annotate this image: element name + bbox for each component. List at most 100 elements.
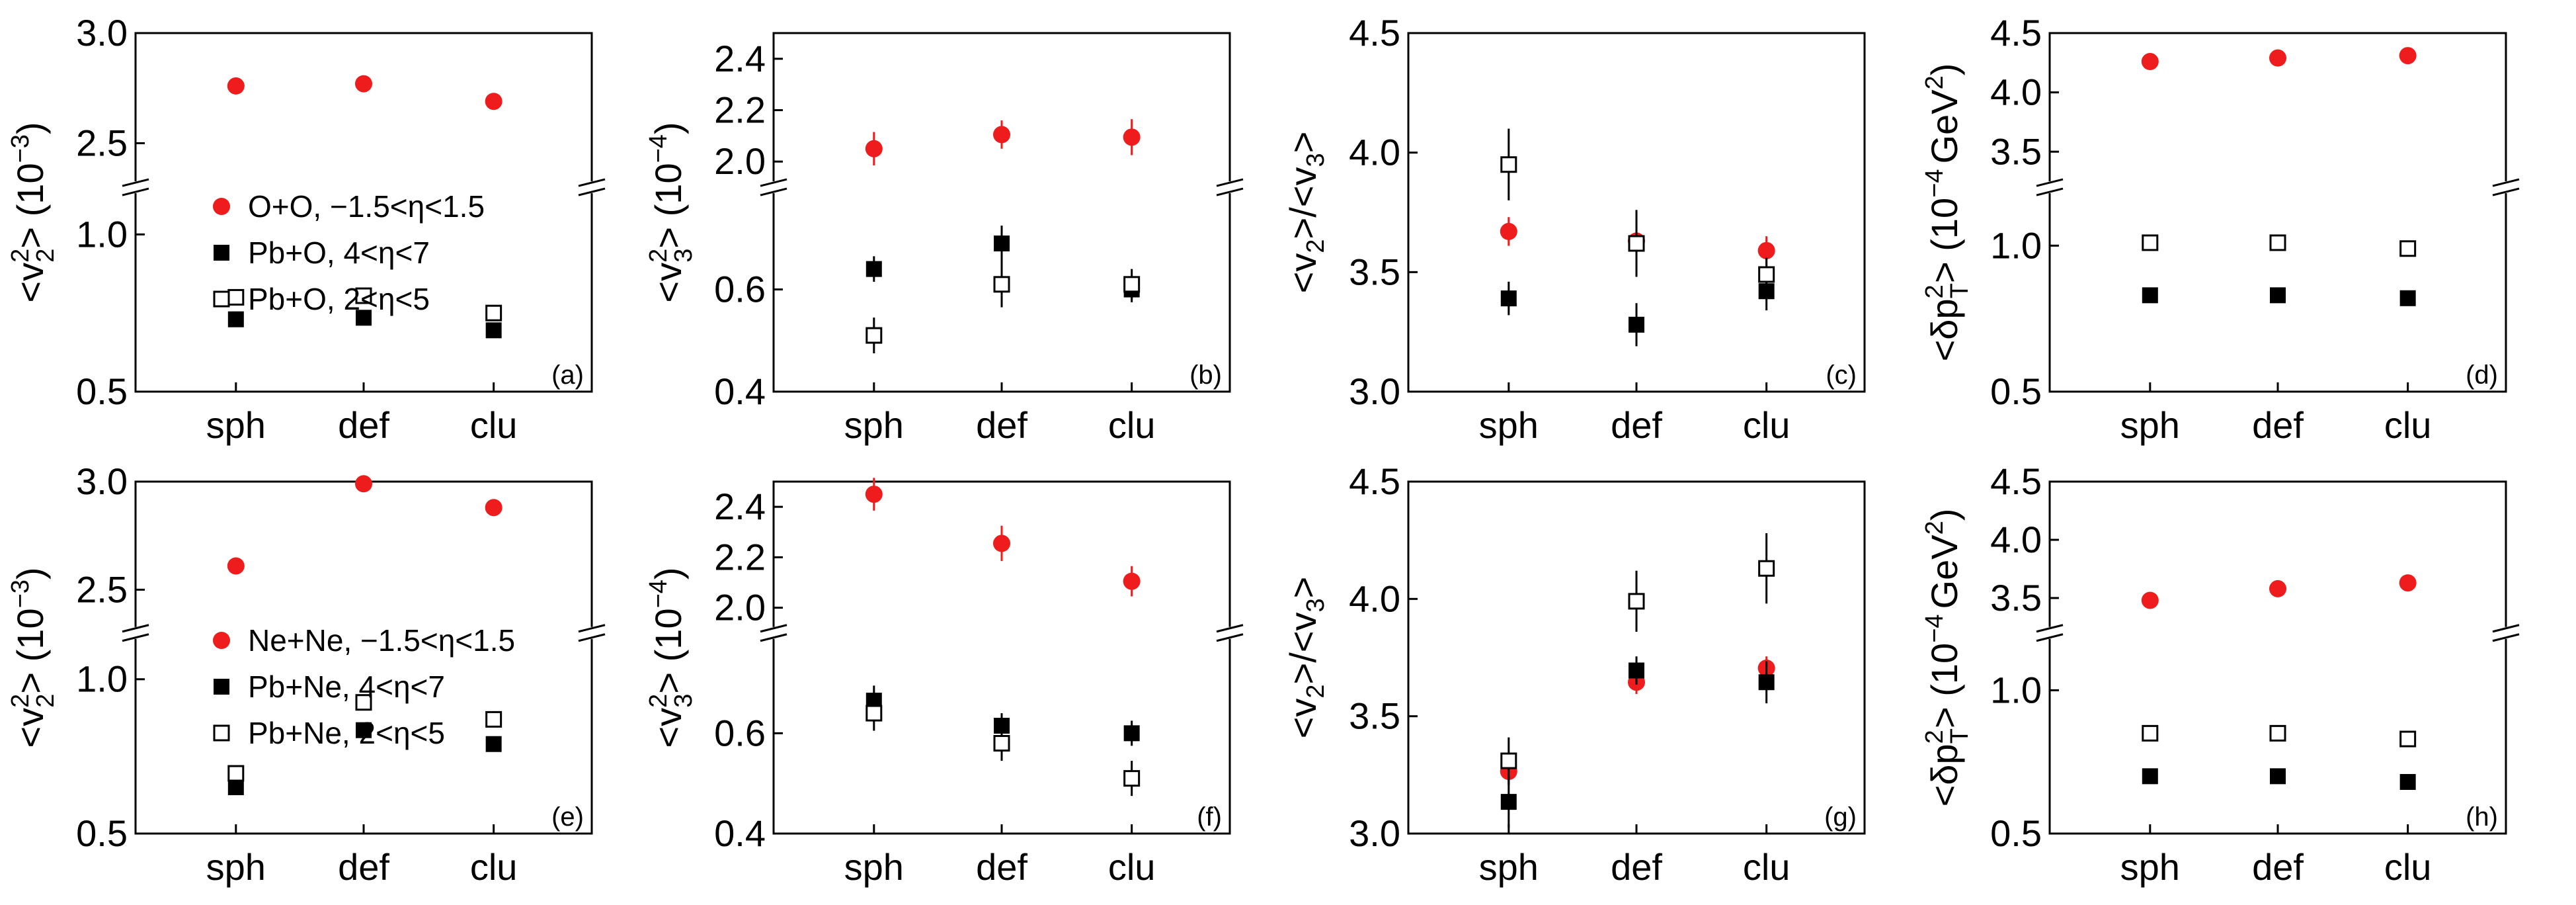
xtick-label-d-2: clu (2384, 404, 2432, 446)
xtick-label-a-1: def (338, 404, 389, 446)
ytick-label-b-0-1: 2.2 (714, 89, 766, 131)
panel-label-d: (d) (2466, 361, 2498, 390)
panel-c: 3.0 3.5 4.0 4.5 sph def clu (c) (1349, 12, 1866, 446)
panel-e: 2.5 3.0 0.5 1.0 sph def clu (e) Ne+Ne, −1.5<η<1.… (76, 460, 606, 888)
point-a-s1-0 (227, 311, 244, 327)
panel-label-f: (f) (1197, 802, 1222, 832)
legend-label-e-2: Pb+Ne, 2<η<5 (248, 716, 445, 750)
axis-break-mark-f-0a (760, 624, 787, 633)
ytick-label-h-1-1: 1.0 (1990, 669, 2042, 711)
ytick-label-h-0-1: 4.0 (1990, 519, 2042, 560)
ylabel-d: <δp2T> (10−4GeV2) (1921, 64, 1974, 362)
axis-break-mark-d-1b (2492, 187, 2520, 196)
legend-marker-a-1 (214, 245, 229, 261)
point-e-s0-0 (227, 557, 245, 575)
xtick-label-d-0: sph (2120, 404, 2180, 446)
point-f-s0-0 (865, 486, 883, 503)
point-g-s2-2 (1758, 560, 1775, 577)
point-g-s2-1 (1628, 593, 1645, 610)
legend-label-e-1: Pb+Ne, 4<η<7 (248, 669, 445, 704)
ytick-label-a-0-0: 2.5 (76, 122, 128, 163)
xtick-label-f-2: clu (1108, 846, 1156, 888)
point-h-s2-2 (2399, 730, 2417, 748)
point-d-s0-2 (2399, 47, 2417, 65)
ytick-label-c-0-3: 4.5 (1349, 12, 1400, 54)
xtick-label-g-2: clu (1743, 846, 1791, 888)
axis-break-mark-e-1b (578, 633, 606, 642)
axis-break-mark-d-0a (2036, 178, 2064, 187)
point-g-s2-0 (1500, 752, 1517, 769)
ytick-label-g-0-2: 4.0 (1349, 578, 1400, 619)
point-h-s2-0 (2142, 724, 2159, 742)
axis-break-mark-b-0a (760, 178, 787, 187)
axis-break-mark-e-0a (122, 624, 149, 633)
point-a-s0-1 (355, 75, 372, 93)
ytick-label-c-0-2: 4.0 (1349, 132, 1400, 173)
point-f-s2-2 (1123, 770, 1141, 787)
ytick-label-d-0-1: 4.0 (1990, 71, 2042, 113)
xtick-label-f-1: def (976, 846, 1027, 888)
axis-break-mark-d-0b (2036, 187, 2064, 196)
point-d-s2-0 (2142, 234, 2159, 251)
point-h-s1-1 (2270, 768, 2286, 785)
ytick-label-b-1-0: 0.4 (714, 370, 766, 412)
xtick-label-h-0: sph (2120, 846, 2180, 888)
axis-break-mark-e-1a (578, 624, 606, 633)
xtick-label-a-0: sph (206, 404, 266, 446)
point-c-s2-2 (1758, 266, 1775, 283)
xtick-label-c-2: clu (1743, 404, 1791, 446)
ytick-label-e-1-0: 0.5 (76, 812, 128, 854)
point-e-s0-2 (485, 499, 503, 517)
legend-marker-a-2 (213, 290, 230, 308)
point-f-s2-0 (865, 705, 883, 722)
xtick-label-a-2: clu (470, 404, 518, 446)
xtick-label-e-1: def (338, 846, 389, 888)
point-h-s1-0 (2142, 768, 2158, 785)
axis-break-mark-f-0b (760, 633, 787, 642)
panel-g: 3.0 3.5 4.0 4.5 sph def clu (g) (1349, 460, 1866, 888)
axis-break-mark-d-1a (2492, 178, 2520, 187)
ylabel-b: <v23> (10−4) (645, 122, 698, 302)
axis-break-mark-b-0b (760, 187, 787, 196)
point-a-s2-2 (485, 304, 503, 322)
panel-frame-e (134, 480, 593, 835)
panel-label-g: (g) (1824, 802, 1857, 832)
point-c-s2-1 (1628, 235, 1645, 252)
point-e-s1-1 (356, 722, 372, 738)
axis-break-mark-h-1a (2492, 624, 2520, 633)
xtick-label-f-0: sph (844, 846, 904, 888)
ylabel-h: <δp2T> (10−4GeV2) (1921, 509, 1974, 807)
ytick-label-f-1-1: 0.6 (714, 712, 766, 754)
ytick-label-b-0-2: 2.4 (714, 38, 766, 79)
point-g-s1-0 (1500, 794, 1517, 810)
ylabel-g: <v2>/<v3> (1282, 577, 1330, 739)
point-c-s2-0 (1500, 156, 1517, 173)
point-a-s1-1 (356, 310, 372, 326)
xtick-label-b-0: sph (844, 404, 904, 446)
ytick-label-g-0-3: 4.5 (1349, 460, 1400, 502)
ytick-label-h-1-0: 0.5 (1990, 812, 2042, 854)
panel-d: 3.5 4.0 4.5 0.5 1.0 sph def clu (d) (1990, 12, 2520, 446)
xtick-label-e-2: clu (470, 846, 518, 888)
ylabel-f: <v23> (10−4) (645, 567, 698, 748)
legend-label-a-1: Pb+O, 4<η<7 (248, 236, 430, 270)
point-e-s1-0 (227, 779, 244, 796)
point-e-s2-2 (485, 711, 503, 728)
axis-break-mark-f-1a (1216, 624, 1244, 633)
ytick-label-d-0-2: 4.5 (1990, 12, 2042, 54)
point-e-s2-0 (227, 765, 245, 782)
point-a-s2-1 (355, 287, 372, 304)
ytick-label-g-0-0: 3.0 (1349, 812, 1400, 854)
panel-frame-b (772, 32, 1231, 393)
point-e-s2-1 (355, 694, 372, 711)
point-a-s0-2 (485, 93, 503, 110)
xtick-label-h-1: def (2252, 846, 2304, 888)
axis-break-mark-b-1a (1216, 178, 1244, 187)
ytick-label-b-1-1: 0.6 (714, 269, 766, 310)
point-c-s1-1 (1629, 316, 1644, 333)
legend-marker-e-0 (213, 632, 230, 649)
axis-break-mark-a-0a (122, 178, 149, 187)
legend-label-a-2: Pb+O, 2<η<5 (248, 282, 430, 316)
ytick-label-d-0-0: 3.5 (1990, 130, 2042, 172)
point-a-s1-2 (485, 322, 502, 339)
